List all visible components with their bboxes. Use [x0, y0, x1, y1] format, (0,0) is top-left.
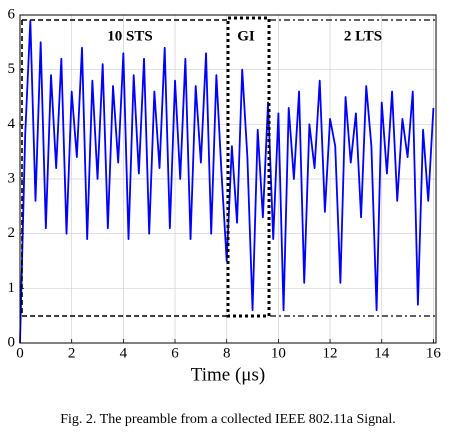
x-axis-label: Time (μs)	[191, 364, 265, 385]
y-tick-label: 4	[8, 116, 16, 132]
x-tick-label: 16	[426, 345, 442, 361]
x-tick-label: 6	[171, 345, 179, 361]
x-tick-label: 8	[223, 345, 231, 361]
y-tick-label: 1	[8, 280, 16, 296]
y-tick-label: 2	[8, 225, 16, 241]
x-tick-label: 0	[16, 345, 24, 361]
y-tick-label: 3	[8, 170, 16, 186]
annotation: 10 STS	[107, 28, 152, 44]
x-tick-label: 2	[68, 345, 76, 361]
gi-box	[226, 16, 271, 318]
y-tick-label: 0	[8, 334, 16, 350]
x-tick-label: 12	[323, 345, 338, 361]
x-tick-label: 4	[120, 345, 128, 361]
x-tick-label: 14	[374, 345, 390, 361]
y-tick-label: 6	[8, 6, 16, 22]
annotation: 2 LTS	[344, 28, 382, 44]
caption: Fig. 2. The preamble from a collected IE…	[60, 412, 396, 427]
annotation: GI	[237, 28, 255, 44]
plot-frame	[19, 14, 437, 344]
x-tick-label: 10	[271, 345, 286, 361]
y-tick-label: 5	[8, 61, 16, 77]
